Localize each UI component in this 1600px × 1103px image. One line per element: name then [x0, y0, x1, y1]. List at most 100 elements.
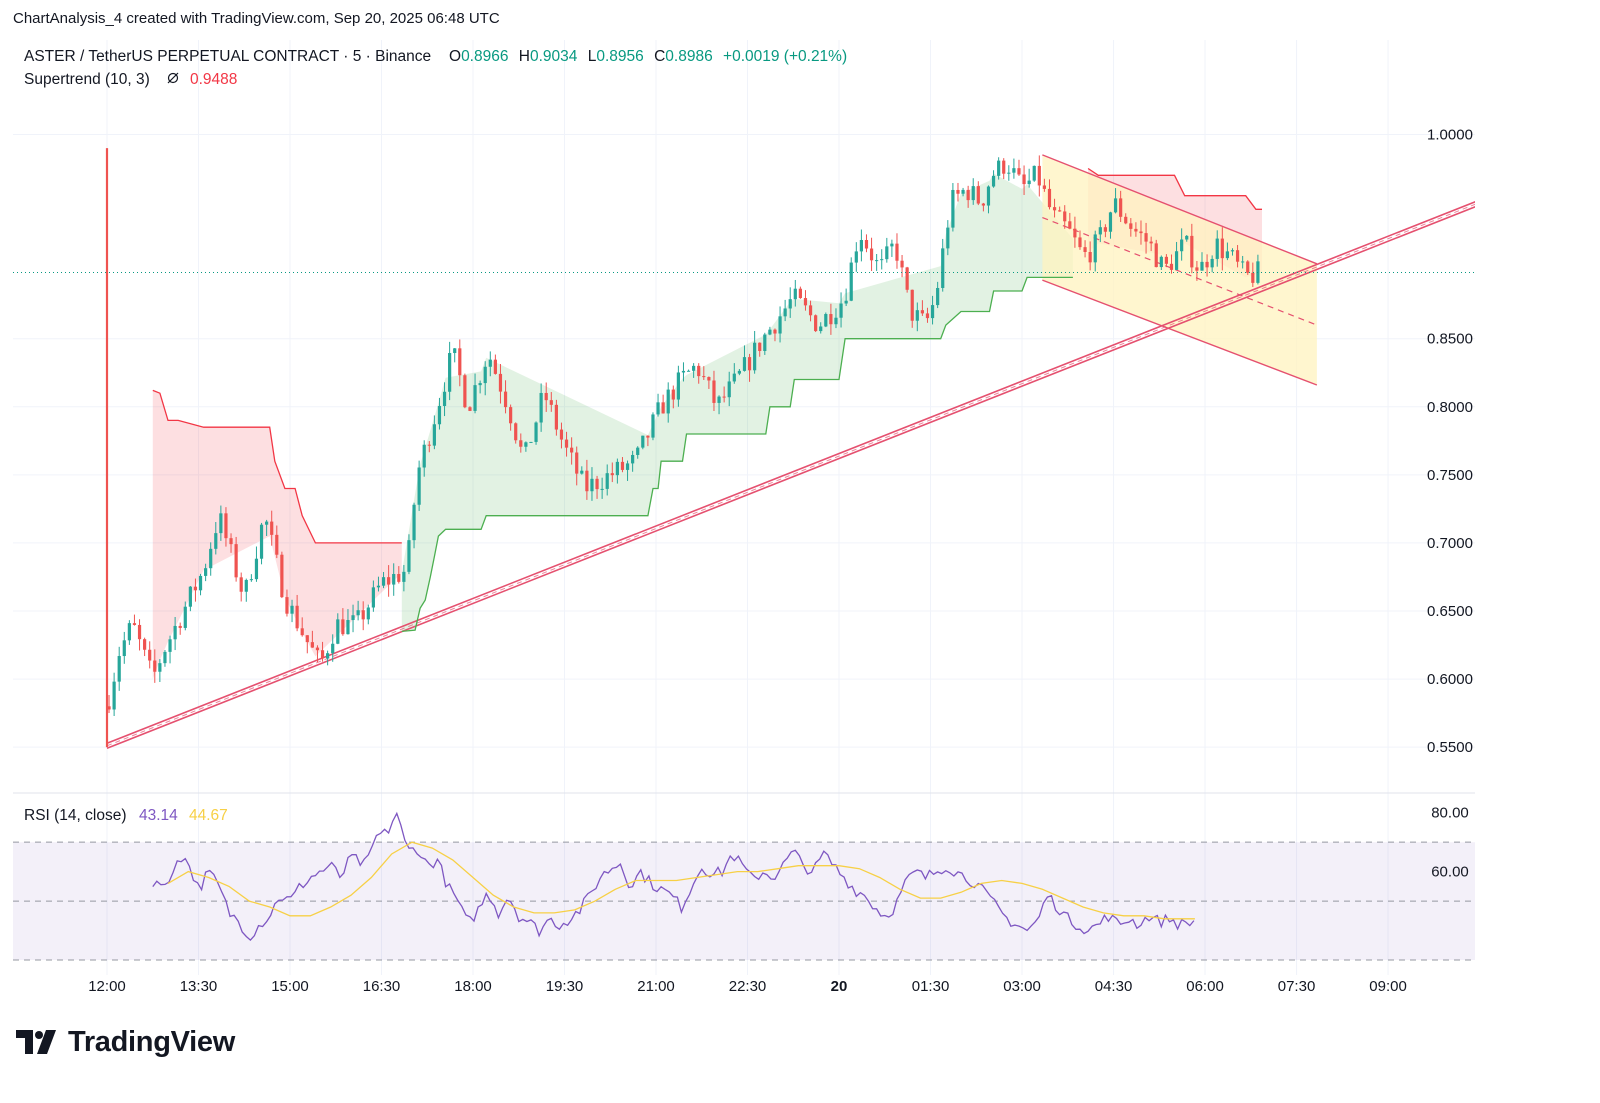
candle-body [158, 663, 162, 672]
eye-off-icon[interactable] [167, 72, 179, 84]
candle-body [285, 597, 289, 614]
candle-body [1078, 237, 1082, 248]
candle-body [997, 160, 1001, 176]
candle-body [1073, 228, 1077, 238]
candle-body [1246, 261, 1250, 273]
price-tick-label: 0.7000 [1427, 535, 1473, 552]
candle-body [188, 586, 192, 607]
candles [105, 148, 1260, 748]
rsi-legend-value: 43.14 [139, 807, 178, 824]
time-tick-label: 21:00 [637, 978, 675, 995]
candle-body [1190, 235, 1194, 268]
candle-body [336, 619, 340, 644]
candle-body [488, 359, 492, 367]
rsi-tick-label: 80.00 [1431, 805, 1469, 822]
candle-body [295, 605, 299, 629]
candle-body [559, 429, 564, 440]
rsi-legend-ma-value: 44.67 [189, 807, 228, 824]
candle-body [1124, 216, 1128, 224]
candle-body [498, 373, 503, 392]
rsi-pane[interactable]: 80.00 60.00 44.67 43.14 [13, 805, 1550, 961]
candle-body [1037, 165, 1041, 186]
candle-body [595, 478, 599, 490]
candle-body [1129, 223, 1133, 229]
time-tick-label: 03:00 [1003, 978, 1041, 995]
time-tick-label: 06:00 [1186, 978, 1224, 995]
candle-body [1144, 233, 1148, 242]
candle-body [605, 473, 609, 489]
candle-body [666, 389, 670, 414]
candle-body [631, 454, 635, 464]
candle-body [814, 315, 818, 332]
candle-body [849, 262, 853, 301]
candle-body [946, 227, 950, 249]
legend-symbol: ASTER / TetherUS PERPETUAL CONTRACT · 5 … [24, 48, 431, 65]
tradingview-logo-icon [16, 1030, 56, 1054]
candle-body [742, 357, 747, 371]
candle-body [280, 554, 284, 598]
candle-body [1103, 227, 1107, 232]
candle-body [361, 610, 365, 620]
candle-body [773, 329, 777, 334]
candle-body [981, 203, 985, 206]
candle-body [930, 305, 935, 319]
candle-body [661, 402, 665, 414]
ascending-trendline[interactable] [106, 199, 1480, 750]
candle-body [341, 619, 345, 635]
candle-body [976, 186, 980, 204]
supertrend-up-line [401, 276, 1073, 633]
candle-body [229, 538, 233, 545]
time-tick-label: 12:00 [88, 978, 126, 995]
candle-body [1058, 210, 1062, 212]
time-axis[interactable]: 12:00 13:30 15:00 16:30 18:00 19:30 21:00 22:30… [88, 978, 1407, 995]
candle-body [224, 513, 228, 539]
candle-body [941, 248, 945, 288]
candle-body [1113, 198, 1118, 213]
candle-body [244, 579, 248, 592]
chart-panel[interactable]: 1.0000 0.8500 0.8000 0.7500 0.7000 0.6500 0.60… [13, 40, 1550, 1000]
trendline-edge [106, 199, 1480, 745]
candle-body [387, 577, 391, 585]
candle-body [707, 377, 711, 381]
candle-body [1180, 239, 1184, 252]
candle-body [153, 660, 157, 672]
candle-body [844, 300, 848, 304]
price-axis[interactable]: 1.0000 0.8500 0.8000 0.7500 0.7000 0.6500 0.60… [1427, 126, 1550, 756]
time-tick-label: 18:00 [454, 978, 492, 995]
chart-svg[interactable]: 1.0000 0.8500 0.8000 0.7500 0.7000 0.6500 0.60… [13, 40, 1550, 1000]
candle-body [239, 577, 243, 592]
candle-body [442, 391, 447, 406]
candle-body [951, 189, 955, 228]
candle-body [702, 376, 706, 378]
candle-body [300, 628, 304, 636]
candle-body [346, 620, 350, 635]
candle-body [529, 441, 533, 443]
candle-body [417, 467, 421, 505]
candle-body [564, 439, 569, 448]
rsi-line [152, 811, 1195, 942]
candle-body [1159, 256, 1163, 268]
candle-body [1230, 250, 1235, 252]
candle-body [737, 370, 741, 374]
candle-body [615, 461, 619, 476]
candle-body [808, 305, 813, 316]
supertrend-down-line [152, 389, 402, 544]
candle-body [1169, 263, 1174, 270]
candle-body [895, 243, 899, 261]
candle-body [697, 365, 701, 377]
price-tick-label: 0.8500 [1427, 331, 1473, 348]
candle-body [900, 260, 904, 268]
candle-body [448, 353, 452, 392]
candle-body [854, 251, 858, 263]
candle-body [1052, 207, 1057, 211]
channel-bottom-line [1042, 279, 1318, 386]
candle-body [112, 681, 116, 710]
candle-body [1164, 256, 1169, 264]
candle-body [554, 404, 558, 430]
candle-body [168, 639, 172, 652]
tradingview-logo[interactable]: TradingView [16, 1022, 235, 1062]
candle-body [1108, 212, 1113, 232]
candle-body [722, 396, 726, 398]
candle-body [1042, 185, 1046, 189]
rsi-legend-label: RSI (14, close) [24, 807, 127, 824]
